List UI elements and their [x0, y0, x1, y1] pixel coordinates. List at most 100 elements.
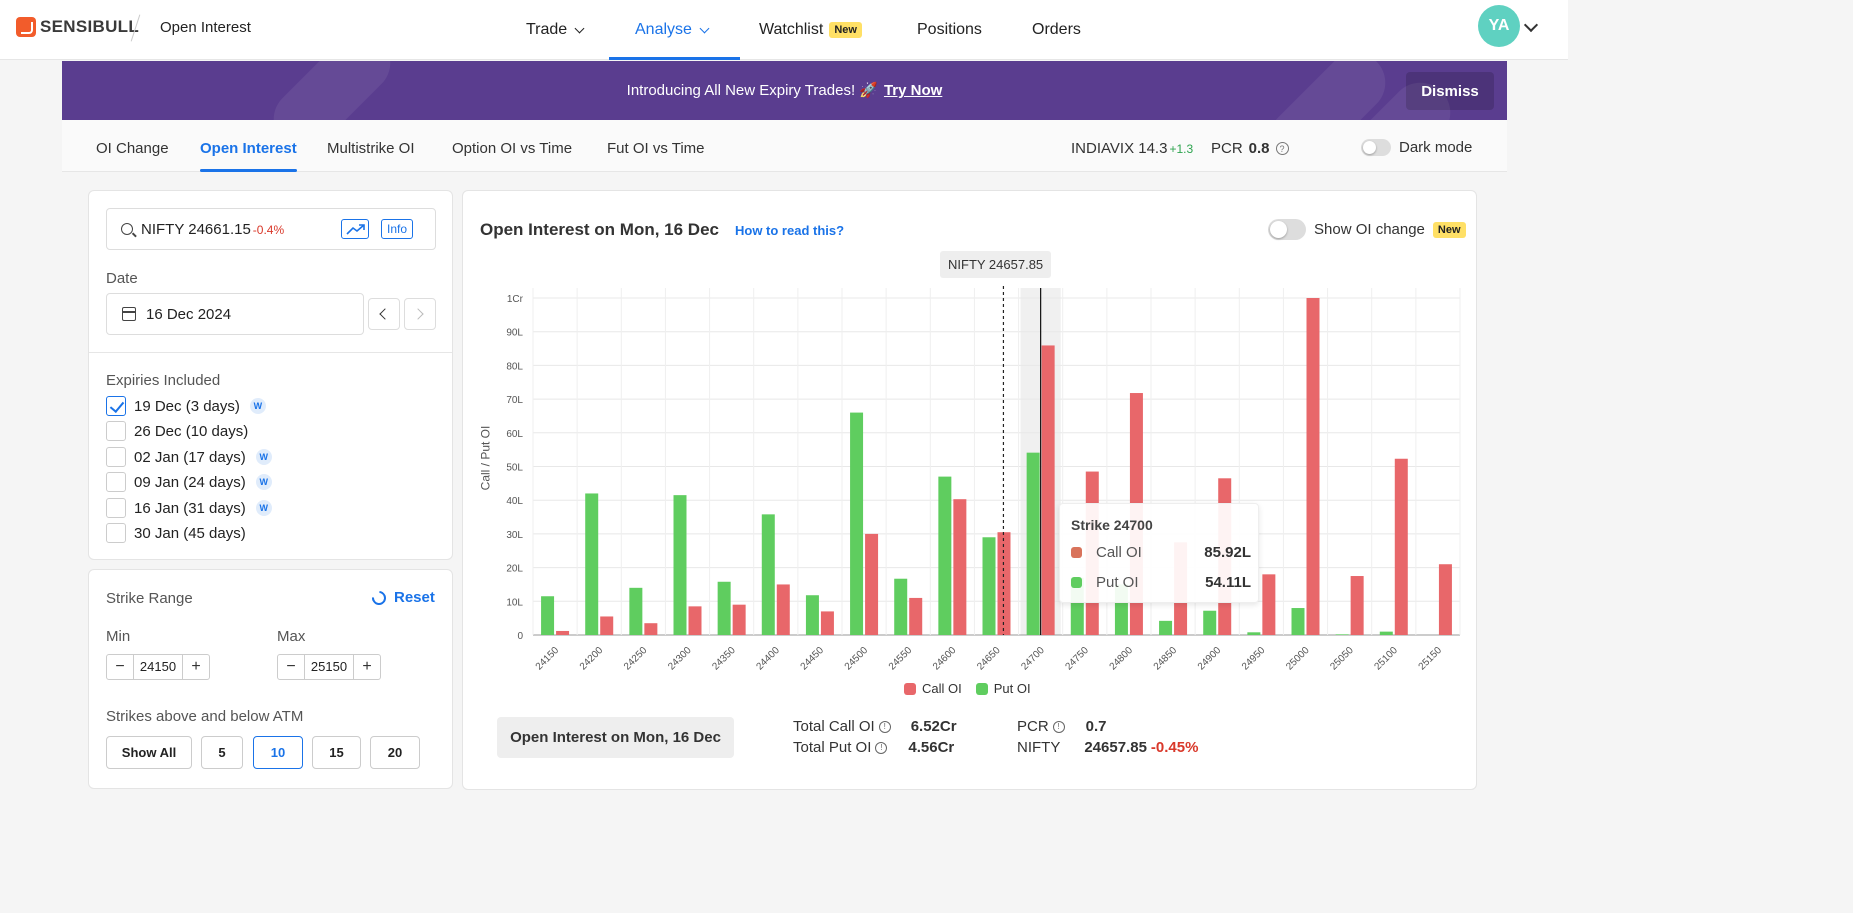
sensibull-logo-icon: [16, 17, 36, 37]
nav-trade[interactable]: Trade: [526, 0, 585, 60]
atm-20-button[interactable]: 20: [370, 736, 420, 769]
atm-show-all-button[interactable]: Show All: [106, 736, 192, 769]
minus-icon[interactable]: −: [286, 658, 296, 675]
how-to-read-link[interactable]: How to read this?: [735, 223, 845, 238]
y-tick-label: 90L: [506, 328, 523, 339]
tab-multistrike-oi[interactable]: Multistrike OI: [327, 140, 415, 157]
atm-15-button[interactable]: 15: [312, 736, 361, 769]
reset-icon: [369, 587, 389, 608]
put-oi-bar: [761, 514, 775, 635]
tooltip-call-row: Call OI 85.92L: [1071, 544, 1251, 561]
prev-date-button[interactable]: [368, 298, 400, 330]
dismiss-button[interactable]: Dismiss: [1406, 72, 1494, 110]
checkbox[interactable]: [106, 447, 126, 467]
symbol-search-input[interactable]: NIFTY 24661.15 -0.4% Info: [106, 208, 436, 250]
calendar-icon: [122, 307, 136, 321]
legend-put[interactable]: Put OI: [975, 681, 1031, 696]
next-date-button[interactable]: [404, 298, 436, 330]
spot-price-tag: NIFTY 24657.85: [940, 251, 1052, 278]
expiry-checkbox-row[interactable]: 09 Jan (24 days) W: [106, 472, 272, 492]
chart-legend: Call OI Put OI: [904, 681, 1031, 696]
expiry-checkbox-row[interactable]: 16 Jan (31 days) W: [106, 498, 272, 518]
nav-positions[interactable]: Positions: [917, 21, 982, 38]
call-oi-bar: [1306, 298, 1320, 635]
date-label: Date: [106, 270, 138, 287]
chart-trend-button[interactable]: [341, 219, 369, 239]
atm-5-button[interactable]: 5: [201, 736, 243, 769]
x-tick-label: 24950: [1240, 645, 1268, 673]
min-strike-stepper[interactable]: − 24150 +: [106, 654, 210, 680]
nav-watchlist[interactable]: Watchlist New: [759, 0, 862, 60]
reset-button[interactable]: Reset: [369, 587, 435, 608]
try-now-link[interactable]: Try Now: [883, 82, 943, 99]
call-oi-bar: [1394, 458, 1408, 635]
call-swatch-icon: [904, 682, 916, 695]
strike-range-label: Strike Range: [106, 590, 193, 607]
brand-name: SENSIBULL: [40, 17, 140, 36]
dark-mode-toggle[interactable]: Dark mode: [1361, 139, 1472, 156]
pcr-stat: PCR! 0.7: [1017, 718, 1107, 735]
plus-icon[interactable]: +: [191, 658, 201, 675]
atm-10-button[interactable]: 10: [253, 736, 303, 769]
x-tick-label: 24250: [622, 645, 650, 673]
banner-message: Introducing All New Expiry Trades! 🚀 Try …: [626, 82, 943, 99]
tab-option-oi-vs-time[interactable]: Option OI vs Time: [452, 140, 573, 157]
x-tick-label: 24800: [1108, 645, 1136, 673]
x-tick-label: 24900: [1196, 645, 1224, 673]
nav-orders[interactable]: Orders: [1032, 21, 1081, 38]
tab-oi-change[interactable]: OI Change: [96, 140, 169, 157]
info-icon[interactable]: !: [875, 741, 888, 754]
x-tick-label: 24450: [799, 645, 827, 673]
chevron-down-icon[interactable]: [1523, 17, 1539, 33]
avatar[interactable]: YA: [1478, 5, 1520, 47]
max-strike-stepper[interactable]: − 25150 +: [277, 654, 381, 680]
put-oi-bar: [1379, 631, 1393, 635]
minus-icon[interactable]: −: [115, 658, 125, 675]
info-button[interactable]: Info: [381, 219, 413, 239]
checkbox[interactable]: [106, 523, 126, 543]
promo-banner: Introducing All New Expiry Trades! 🚀 Try …: [62, 61, 1507, 120]
date-picker[interactable]: 16 Dec 2024: [106, 293, 364, 335]
show-oi-change-toggle[interactable]: Show OI change New: [1268, 219, 1466, 240]
expiry-checkbox-row[interactable]: 30 Jan (45 days): [106, 523, 246, 543]
expiry-checkbox-row[interactable]: 26 Dec (10 days): [106, 421, 248, 441]
toggle-switch[interactable]: [1268, 219, 1306, 240]
weekly-badge: W: [249, 398, 266, 414]
snapshot-chip[interactable]: Open Interest on Mon, 16 Dec: [497, 717, 734, 758]
nav-analyse[interactable]: Analyse: [609, 0, 740, 60]
plus-icon[interactable]: +: [362, 658, 372, 675]
info-icon[interactable]: !: [878, 720, 891, 733]
max-label: Max: [277, 628, 306, 645]
checkbox[interactable]: [106, 472, 126, 492]
tab-fut-oi-vs-time[interactable]: Fut OI vs Time: [607, 140, 705, 157]
oi-bar-chart[interactable]: 0 10L 20L 30L 40L 50L 60L 70L 80L 90L 1Cr 24150 2420…: [463, 191, 1476, 691]
x-tick-label: 24200: [578, 645, 606, 673]
checkbox[interactable]: [106, 396, 126, 416]
x-tick-label: 25000: [1284, 645, 1312, 673]
tooltip-put-row: Put OI 54.11L: [1071, 574, 1251, 591]
x-tick-label: 24600: [931, 645, 959, 673]
help-icon[interactable]: ?: [1275, 142, 1289, 155]
tab-open-interest[interactable]: Open Interest: [200, 140, 297, 172]
expiry-checkbox-row[interactable]: 02 Jan (17 days) W: [106, 447, 272, 467]
chart-panel: Open Interest on Mon, 16 Dec How to read…: [462, 190, 1477, 790]
weekly-badge: W: [255, 500, 272, 516]
call-oi-bar: [953, 499, 967, 635]
chart-title: Open Interest on Mon, 16 Dec: [480, 220, 719, 239]
info-icon[interactable]: !: [1052, 720, 1065, 733]
legend-call[interactable]: Call OI: [904, 681, 962, 696]
x-tick-label: 24750: [1063, 645, 1091, 673]
checkbox[interactable]: [106, 498, 126, 518]
put-oi-bar: [850, 412, 864, 635]
x-tick-label: 24350: [710, 645, 738, 673]
put-swatch-icon: [1071, 577, 1082, 588]
checkbox[interactable]: [106, 421, 126, 441]
y-tick-label: 80L: [506, 361, 523, 372]
expiry-checkbox-row[interactable]: 19 Dec (3 days) W: [106, 396, 266, 416]
put-oi-bar: [894, 578, 908, 635]
y-tick-label: 70L: [506, 395, 523, 406]
toggle-switch[interactable]: [1361, 139, 1391, 156]
search-icon: [121, 223, 133, 235]
brand-logo[interactable]: SENSIBULL: [16, 17, 139, 37]
put-oi-bar: [938, 476, 952, 635]
